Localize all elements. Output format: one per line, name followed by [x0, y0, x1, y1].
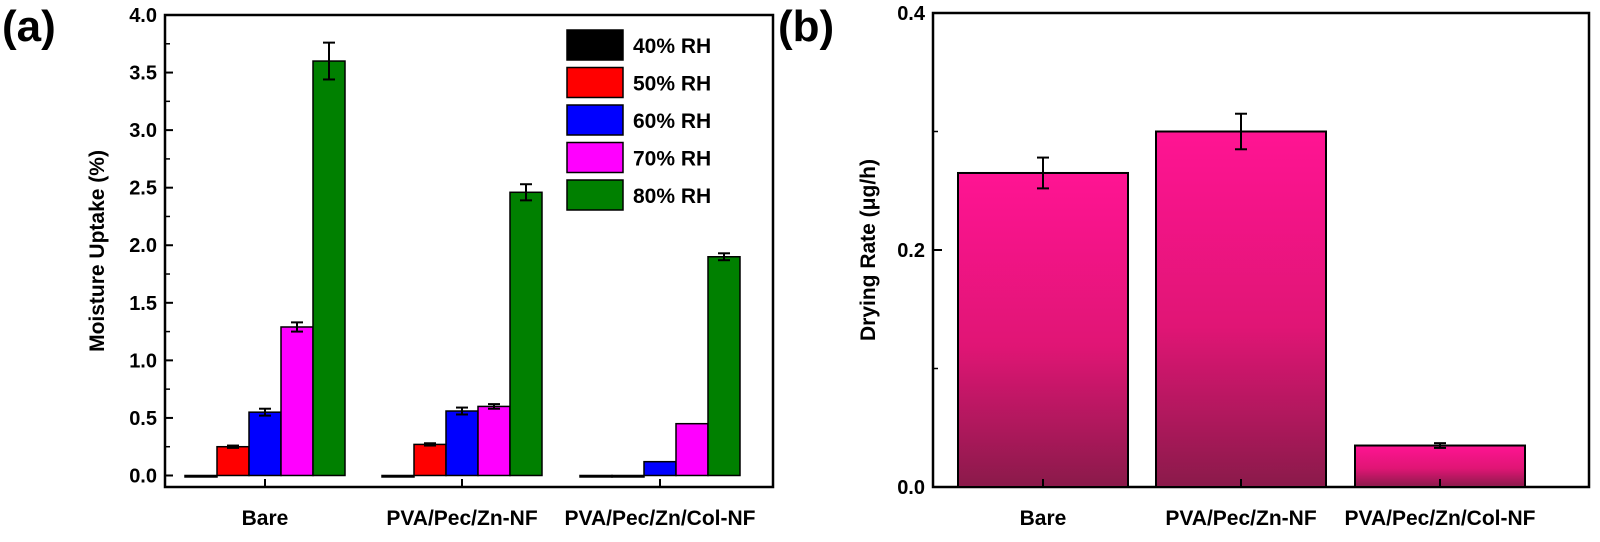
x-tick-label: Bare — [242, 507, 289, 530]
y-tick-label: 0.5 — [129, 408, 157, 430]
x-tick-label: Bare — [1020, 507, 1067, 530]
y-tick-label: 3.0 — [129, 120, 157, 142]
legend-swatch — [566, 66, 624, 99]
bar-60RH-2 — [643, 460, 677, 477]
bar-50RH-2 — [611, 474, 645, 478]
y-tick-label: 4.0 — [129, 5, 157, 27]
y-tick-label: 0.0 — [129, 465, 157, 487]
y-axis-label: Drying Rate (μg/h) — [857, 159, 880, 341]
y-tick-label: 0.0 — [897, 477, 925, 499]
legend-label: 80% RH — [633, 185, 711, 208]
legend-swatch — [566, 141, 624, 174]
bar-40RH-2 — [579, 474, 613, 478]
bar-1 — [1155, 130, 1327, 488]
y-tick-label: 0.4 — [897, 3, 926, 25]
bar-70RH-1 — [477, 405, 511, 477]
x-tick-label: PVA/Pec/Zn/Col-NF — [1345, 507, 1536, 530]
x-tick-label: PVA/Pec/Zn-NF — [386, 507, 537, 530]
bar-80RH-1 — [509, 191, 543, 477]
y-tick-label: 3.5 — [129, 63, 157, 85]
y-tick-label: 0.2 — [897, 240, 925, 262]
bar-80RH-0 — [312, 60, 346, 477]
legend-label: 60% RH — [633, 110, 711, 133]
legend-swatch — [566, 179, 624, 211]
bar-50RH-1 — [413, 443, 447, 477]
y-tick-label: 2.5 — [129, 178, 157, 200]
panel-b-label: (b) — [778, 2, 835, 51]
x-tick-label: PVA/Pec/Zn-NF — [1165, 507, 1316, 530]
panel-a-label: (a) — [2, 2, 56, 51]
bar-70RH-2 — [675, 422, 709, 477]
y-tick-label: 2.0 — [129, 235, 157, 257]
bar-60RH-1 — [445, 410, 479, 477]
bar-0 — [957, 171, 1129, 488]
bar-80RH-2 — [707, 256, 741, 477]
y-axis-label: Moisture Uptake (%) — [86, 150, 109, 352]
y-tick-label: 1.5 — [129, 293, 157, 315]
legend-label: 50% RH — [633, 73, 711, 96]
bar-40RH-0 — [184, 474, 218, 478]
plot-frame — [163, 13, 775, 489]
chart-a: 0.0 0.5 1.0 1.5 2.0 2.5 3.0 3.5 4.0 Moisture Upta… — [86, 5, 775, 530]
legend-label: 40% RH — [633, 35, 711, 58]
bar-50RH-0 — [216, 445, 250, 477]
chart-b: 0.0 0.2 0.4 Drying Rate (μg/h) Bare PVA/Pec/Z… — [857, 3, 1591, 530]
x-tick-label: PVA/Pec/Zn/Col-NF — [565, 507, 756, 530]
legend-swatch — [566, 104, 624, 136]
legend-label: 70% RH — [633, 148, 711, 171]
y-tick-label: 1.0 — [129, 350, 157, 372]
legend-swatch — [566, 29, 624, 61]
bar-60RH-0 — [248, 411, 282, 477]
bar-70RH-0 — [280, 326, 314, 477]
bar-40RH-1 — [381, 474, 415, 478]
